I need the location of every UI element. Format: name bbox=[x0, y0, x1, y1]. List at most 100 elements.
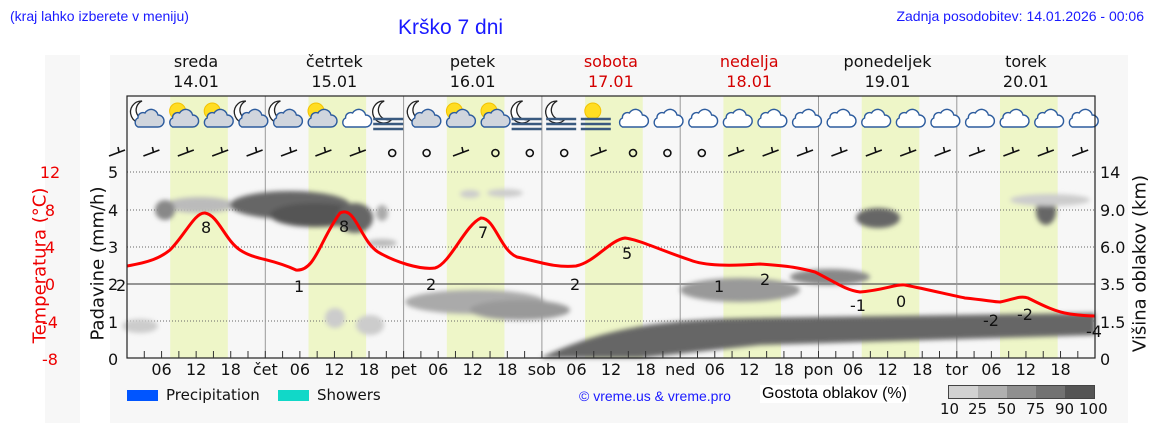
cloud-density bbox=[122, 189, 1095, 358]
x-tick: 18 bbox=[497, 360, 518, 379]
cloud-icon bbox=[342, 108, 373, 128]
precipitation-swatch bbox=[127, 389, 158, 401]
day-name: nedelja bbox=[719, 52, 779, 71]
temp-label: 0 bbox=[896, 292, 907, 311]
precip-tick: 0 bbox=[108, 350, 119, 369]
grid-lines bbox=[127, 171, 1095, 322]
x-tick: 12 bbox=[877, 360, 898, 379]
cloud-height-tick: 0 bbox=[1100, 350, 1111, 369]
wind-barb-icon bbox=[108, 146, 126, 157]
temp-tick: 4 bbox=[44, 238, 56, 257]
x-tick: 18 bbox=[358, 360, 380, 379]
sun-cloud-icon bbox=[480, 102, 511, 128]
temp-label: 2 bbox=[426, 275, 437, 294]
moon-fog-icon bbox=[545, 100, 577, 131]
temp-label: 1 bbox=[294, 277, 305, 296]
temp-label: -2 bbox=[1017, 305, 1033, 324]
wind-barb-icon bbox=[422, 148, 431, 158]
wind-barb-icon bbox=[590, 146, 607, 157]
x-tick: 06 bbox=[566, 360, 587, 379]
cbar-tick: 100 bbox=[1079, 400, 1108, 418]
cloud-height-tick: 9.0 bbox=[1100, 201, 1126, 220]
temp-tick: 12 bbox=[39, 163, 61, 182]
sun-cloud-icon bbox=[203, 102, 234, 128]
temp-label: -2 bbox=[983, 311, 999, 330]
cloud-density-label: Gostota oblakov (%) bbox=[760, 385, 909, 403]
wind-barb-icon bbox=[1037, 146, 1055, 157]
x-tick: 06 bbox=[704, 360, 725, 379]
temp-label: 7 bbox=[478, 223, 489, 242]
day-header-3: sobota 17.01 bbox=[542, 52, 680, 92]
precip-tick: 2 bbox=[108, 275, 119, 294]
page-title: Krško 7 dni bbox=[398, 16, 504, 39]
day-date: 17.01 bbox=[587, 72, 634, 91]
cloud-icon bbox=[688, 108, 719, 128]
wind-barb-icon bbox=[1071, 146, 1089, 157]
wind-barb-icon bbox=[663, 148, 672, 158]
x-tick: 12 bbox=[1015, 360, 1037, 379]
sun-cloud-icon bbox=[307, 102, 338, 128]
last-update: Zadnja posodobitev: 14.01.2026 - 00:06 bbox=[896, 8, 1144, 24]
day-name: sobota bbox=[583, 52, 638, 71]
temp-tick: 8 bbox=[44, 201, 56, 220]
day-header-5: ponedeljek 19.01 bbox=[819, 52, 957, 92]
temp-label: 5 bbox=[622, 244, 633, 263]
day-name: četrtek bbox=[305, 52, 363, 71]
temp-label: 8 bbox=[201, 218, 212, 237]
x-tick: 18 bbox=[220, 360, 241, 379]
location-hint[interactable]: (kraj lahko izberete v meniju) bbox=[10, 8, 189, 24]
x-tick: 18 bbox=[912, 360, 933, 379]
day-date: 16.01 bbox=[449, 72, 496, 91]
x-tick: 12 bbox=[600, 360, 622, 379]
x-tick: pet bbox=[390, 360, 417, 379]
x-tick: čet bbox=[252, 360, 278, 379]
temp-label: -1 bbox=[850, 296, 866, 315]
day-header-4: nedelja 18.01 bbox=[680, 52, 818, 92]
cloud-icon bbox=[791, 108, 823, 128]
x-tick: 12 bbox=[739, 360, 760, 379]
day-date: 15.01 bbox=[311, 72, 358, 91]
copyright-link[interactable]: © vreme.us & vreme.pro bbox=[579, 388, 731, 404]
sun-fog-icon bbox=[580, 102, 611, 131]
day-date: 20.01 bbox=[1002, 72, 1049, 91]
legend-showers-label: Showers bbox=[317, 386, 381, 404]
temp-tick: -8 bbox=[42, 350, 58, 369]
wind-barb-icon bbox=[315, 146, 332, 157]
moon-cloud-icon bbox=[406, 100, 442, 128]
showers-swatch bbox=[278, 389, 309, 401]
day-name: torek bbox=[1005, 52, 1047, 71]
moon-cloud-icon bbox=[129, 100, 165, 128]
wind-barb-icon bbox=[143, 146, 160, 157]
wind-barb-icon bbox=[697, 148, 707, 158]
moon-fog-icon bbox=[510, 100, 542, 131]
wind-barb-icon bbox=[1003, 146, 1020, 157]
x-tick: 18 bbox=[773, 360, 795, 379]
x-tick: 12 bbox=[462, 360, 483, 379]
moon-fog-icon bbox=[372, 100, 404, 131]
cbar-tick: 75 bbox=[1026, 400, 1046, 418]
moon-cloud-icon bbox=[268, 100, 304, 128]
weather-icon-row bbox=[129, 100, 1099, 131]
precip-tick: 1 bbox=[108, 313, 119, 332]
sun-cloud-icon bbox=[169, 102, 200, 128]
x-tick: 06 bbox=[289, 360, 311, 379]
moon-cloud-icon bbox=[233, 100, 269, 128]
temp-label: 2 bbox=[116, 276, 127, 295]
day-name: ponedeljek bbox=[843, 52, 932, 71]
cloud-icon bbox=[618, 108, 650, 128]
wind-barb-icon bbox=[387, 148, 397, 158]
x-tick: 06 bbox=[151, 360, 172, 379]
wind-barb-icon bbox=[246, 146, 263, 157]
day-date: 18.01 bbox=[726, 72, 773, 91]
cbar-tick: 10 bbox=[940, 400, 960, 418]
x-tick: 06 bbox=[842, 360, 864, 379]
legend-precipitation-label: Precipitation bbox=[166, 386, 260, 404]
cloud-icon bbox=[722, 108, 753, 128]
cloud-height-tick: 14 bbox=[1100, 163, 1121, 182]
day-header-1: četrtek 15.01 bbox=[265, 52, 403, 92]
cbar-tick: 90 bbox=[1055, 400, 1075, 418]
wind-barb-icon bbox=[280, 146, 298, 157]
x-tick: 18 bbox=[635, 360, 656, 379]
temp-label: 2 bbox=[760, 270, 771, 289]
